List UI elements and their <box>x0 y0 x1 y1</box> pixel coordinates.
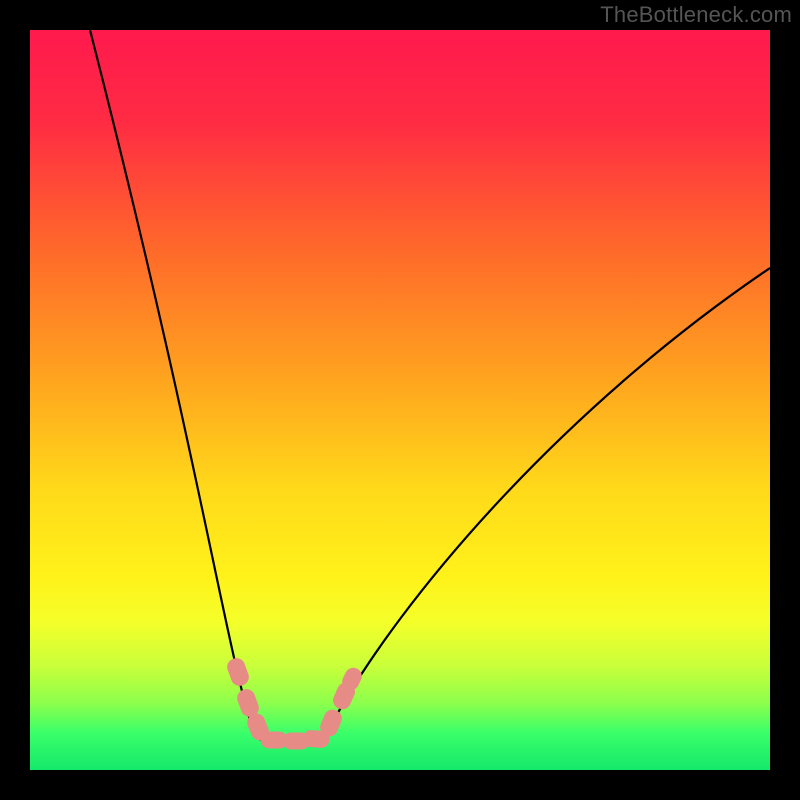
watermark-text: TheBottleneck.com <box>600 2 792 28</box>
bottleneck-chart <box>0 0 800 800</box>
gradient-panel <box>30 30 770 770</box>
